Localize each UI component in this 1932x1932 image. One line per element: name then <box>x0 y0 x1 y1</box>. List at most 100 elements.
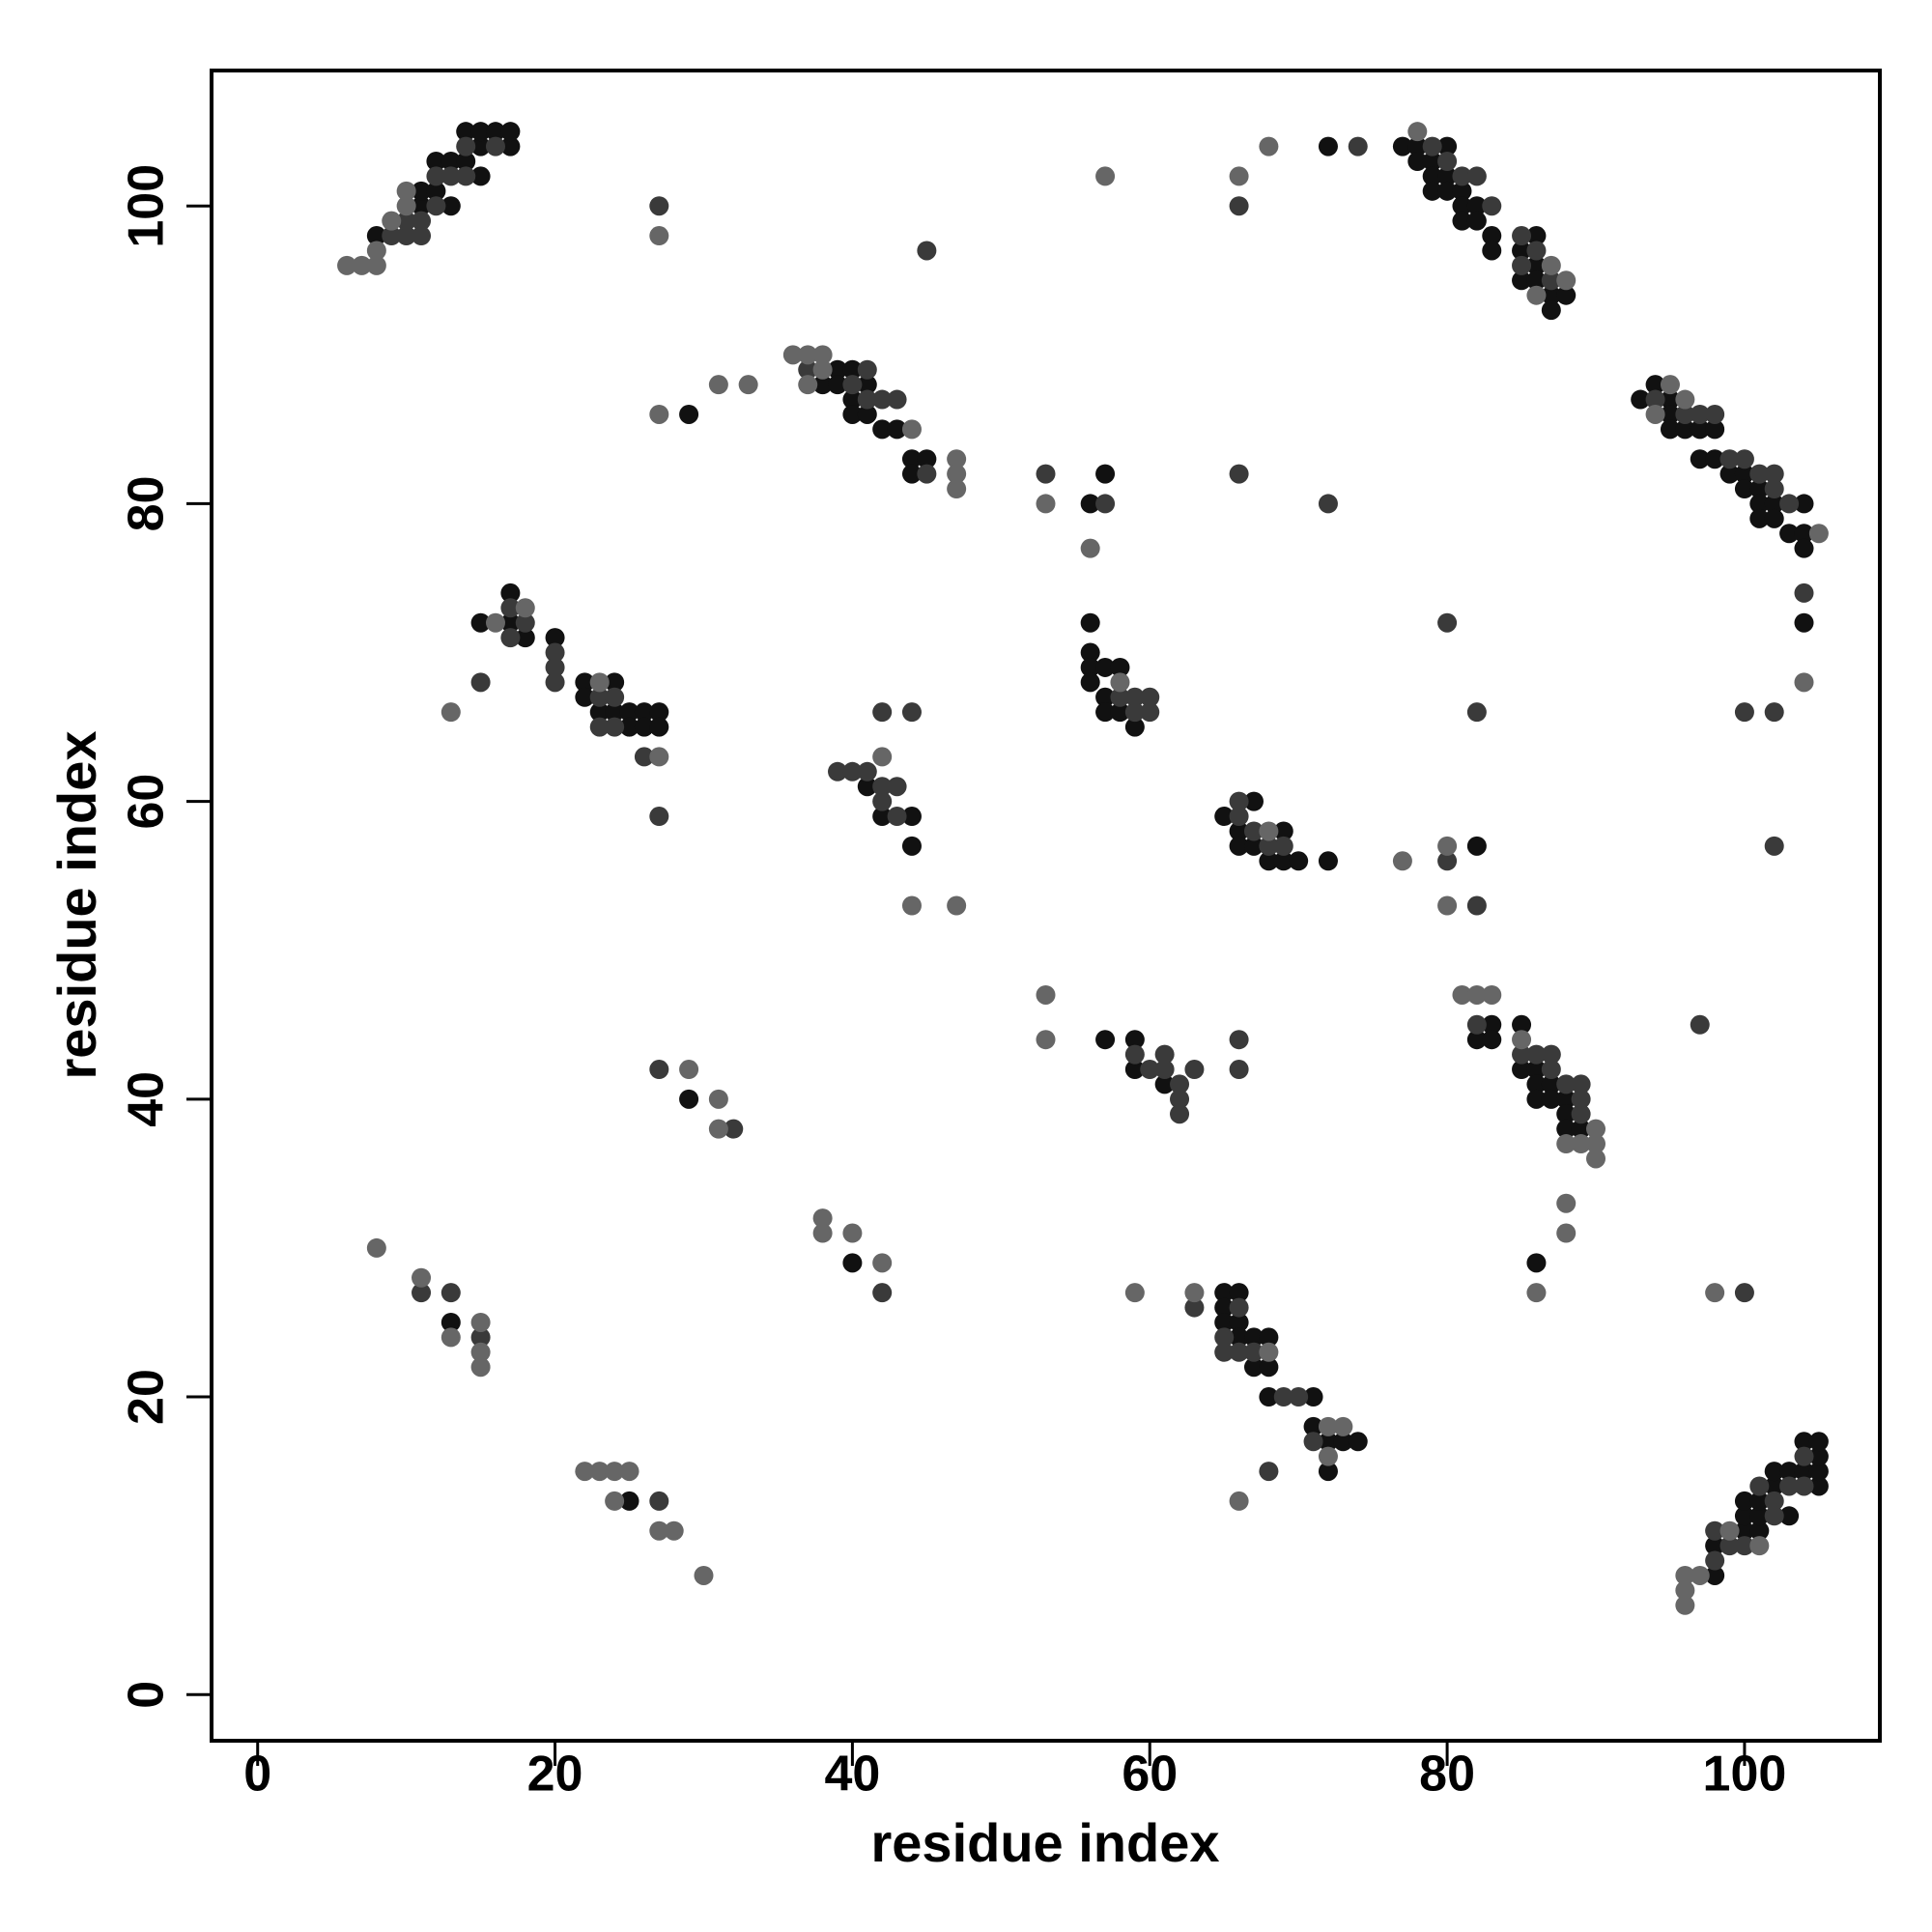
point <box>901 807 922 827</box>
point <box>901 702 922 723</box>
point <box>1526 1283 1547 1303</box>
point <box>366 1237 386 1258</box>
point <box>1036 1030 1056 1050</box>
point <box>842 1223 863 1243</box>
point <box>1124 1044 1145 1065</box>
point <box>1229 464 1249 484</box>
point <box>947 895 967 916</box>
point <box>485 122 505 142</box>
point <box>1318 1446 1338 1466</box>
point <box>887 807 907 827</box>
point <box>1392 136 1412 156</box>
point <box>589 717 610 737</box>
point <box>872 702 893 723</box>
point <box>649 1060 669 1080</box>
point <box>500 612 521 633</box>
point <box>1243 791 1264 811</box>
point <box>842 404 863 424</box>
point <box>1705 1520 1725 1541</box>
point <box>456 152 476 172</box>
point <box>1095 702 1116 723</box>
point <box>649 1491 669 1511</box>
point <box>917 464 937 484</box>
point <box>664 1520 684 1541</box>
point <box>1229 836 1249 856</box>
point <box>605 672 625 693</box>
point <box>1808 1476 1829 1496</box>
point <box>1154 1074 1175 1094</box>
point <box>1705 1565 1725 1585</box>
y-tick-label: 40 <box>119 1071 175 1127</box>
point <box>1675 404 1695 424</box>
point <box>1036 464 1056 484</box>
point <box>649 702 669 723</box>
point <box>782 345 803 365</box>
point <box>1243 1342 1264 1362</box>
x-tick-label: 20 <box>527 1747 583 1803</box>
point <box>1645 375 1665 395</box>
point <box>1705 449 1725 469</box>
point <box>500 122 521 142</box>
point <box>1140 1060 1160 1080</box>
plot-frame <box>210 69 1882 1743</box>
point <box>1808 1432 1829 1452</box>
point <box>887 419 907 440</box>
point <box>470 166 491 186</box>
point <box>1466 196 1487 216</box>
point <box>470 136 491 156</box>
point <box>1437 152 1458 172</box>
point <box>708 1089 728 1109</box>
point <box>1422 136 1442 156</box>
point <box>1259 136 1279 156</box>
point <box>1764 464 1784 484</box>
point <box>1214 1283 1235 1303</box>
point <box>1808 1462 1829 1482</box>
point <box>1124 702 1145 723</box>
point <box>470 672 491 693</box>
point <box>1482 1030 1502 1050</box>
point <box>1526 1253 1547 1273</box>
point <box>1734 1506 1754 1526</box>
point <box>798 359 818 380</box>
point <box>1675 389 1695 410</box>
point <box>1541 270 1561 291</box>
point <box>1124 717 1145 737</box>
point <box>1229 1491 1249 1511</box>
point <box>1749 479 1770 499</box>
point <box>1243 1357 1264 1378</box>
point <box>1095 464 1116 484</box>
point <box>1259 1342 1279 1362</box>
point <box>1243 836 1264 856</box>
point <box>1303 1432 1323 1452</box>
y-tick-label: 0 <box>119 1681 175 1709</box>
point <box>1794 1446 1814 1466</box>
point <box>1512 1030 1532 1050</box>
point <box>1675 1565 1695 1585</box>
point <box>1541 255 1561 275</box>
point <box>1645 389 1665 410</box>
point <box>440 1283 461 1303</box>
point <box>1243 1327 1264 1348</box>
point <box>828 375 848 395</box>
point <box>1749 464 1770 484</box>
point <box>1318 1432 1338 1452</box>
point <box>1556 285 1577 305</box>
point <box>1437 612 1458 633</box>
point <box>1273 1387 1293 1407</box>
point <box>1437 181 1458 201</box>
point <box>1229 1342 1249 1362</box>
point <box>1229 1060 1249 1080</box>
point <box>1466 836 1487 856</box>
point <box>412 1283 432 1303</box>
point <box>1482 226 1502 246</box>
point <box>857 777 877 797</box>
point <box>1808 524 1829 544</box>
point <box>1541 1089 1561 1109</box>
x-tick-label: 60 <box>1122 1747 1178 1803</box>
point <box>798 375 818 395</box>
point <box>619 1462 639 1482</box>
x-axis-label: residue index <box>870 1812 1219 1873</box>
point <box>485 612 505 633</box>
point <box>1229 1312 1249 1332</box>
y-axis-label: residue index <box>46 730 107 1079</box>
